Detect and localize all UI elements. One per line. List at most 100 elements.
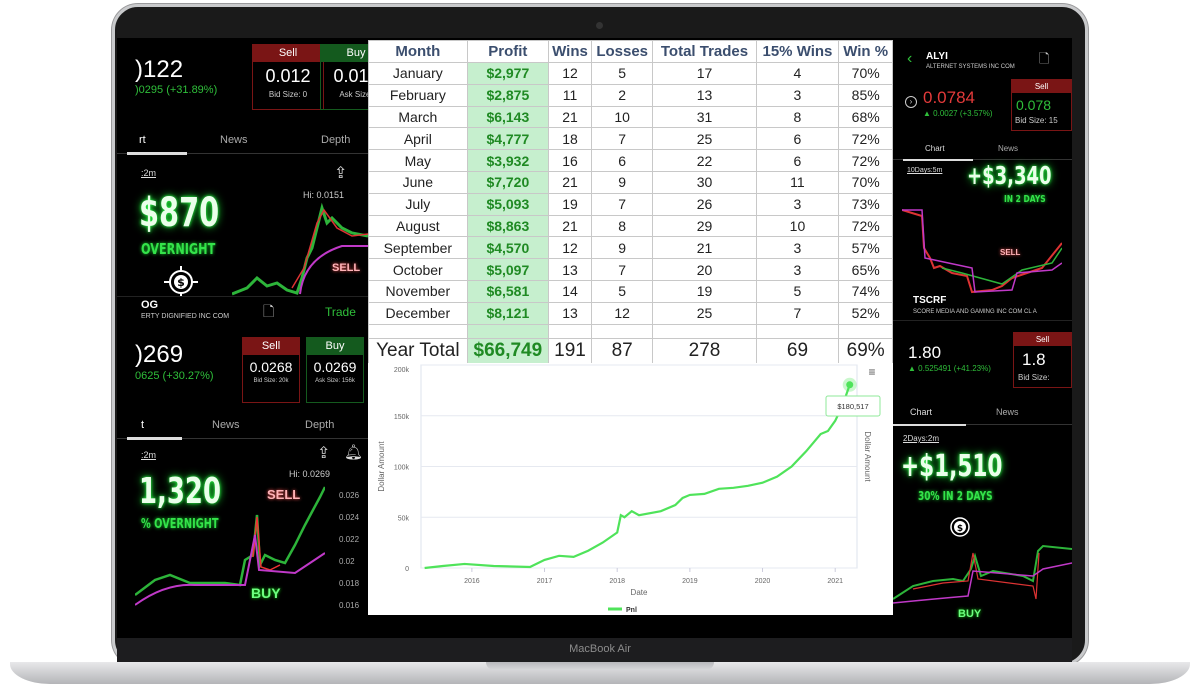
bid-price: 0.0268: [249, 359, 293, 375]
value-cell: 25: [652, 301, 757, 325]
value-cell: 20: [652, 258, 757, 281]
month-cell: January: [368, 62, 468, 85]
column-header: Month: [368, 40, 468, 63]
bid-size: Bid Size: 20k: [253, 378, 289, 384]
month-cell: Year Total: [368, 337, 468, 364]
value-cell: 72%: [838, 214, 893, 238]
candlestick-chart: [902, 209, 1062, 294]
tab-chart[interactable]: rt: [139, 134, 146, 146]
timeframe[interactable]: 2Days:2m: [903, 434, 940, 443]
pnl-chart-svg: 0 50k 100k 150k 200k 2016 2017 2018 2019 2020 2021…: [377, 364, 881, 614]
value-cell: 5: [590, 279, 654, 303]
ask-size: Ask Size: 156k: [315, 378, 355, 384]
tab-news[interactable]: News: [220, 134, 248, 146]
timeframe[interactable]: :2m: [141, 168, 157, 178]
spacer-row: [368, 323, 893, 339]
menu-icon: ≡: [868, 365, 875, 379]
laptop-base: [10, 662, 1190, 684]
tab-chart[interactable]: Chart: [925, 144, 945, 153]
tab-chart[interactable]: Chart: [910, 407, 933, 417]
buy-button[interactable]: Buy 0.0269 Ask Size: 156k: [306, 337, 364, 403]
device-label: MacBook Air: [569, 643, 631, 655]
tab-indicator: [903, 159, 973, 161]
profit-cell: $4,570: [466, 236, 550, 260]
y-tick-label: 0: [405, 566, 409, 573]
price: )122: [135, 56, 184, 83]
column-header: Win %: [838, 40, 893, 63]
value-cell: 31: [652, 105, 757, 129]
tab-depth[interactable]: Depth: [305, 419, 335, 431]
y-tick-label: 200k: [394, 367, 410, 374]
value-cell: 10: [755, 214, 840, 238]
svg-text:$: $: [957, 524, 963, 534]
price-change: 0625 (+30.27%): [135, 370, 214, 382]
value-cell: 22: [652, 149, 757, 172]
profit-subtitle: IN 2 DAYS: [1004, 194, 1046, 205]
ticker: OG: [141, 299, 159, 311]
expand-chevron-icon[interactable]: ›: [905, 96, 917, 108]
column-header: Total Trades: [652, 40, 757, 63]
timeframe[interactable]: :2m: [141, 450, 157, 460]
tab-depth[interactable]: Depth: [321, 134, 351, 146]
document-icon[interactable]: 🗋: [1039, 51, 1050, 66]
value-cell: 25: [652, 127, 757, 151]
buy-button[interactable]: Buy 0.012 Ask Size:: [320, 44, 368, 110]
tooltip-text: $180,517: [837, 402, 868, 411]
sell-button[interactable]: Sell 0.0268 Bid Size: 20k: [242, 337, 300, 403]
axis-tick: 0.016: [339, 601, 360, 610]
value-cell: 8: [590, 214, 654, 238]
empty-cell: [590, 323, 654, 339]
trade-button[interactable]: Trade: [325, 305, 356, 319]
value-cell: 29: [652, 214, 757, 238]
monthly-profit-table: Month Profit Wins Losses Total Trades 15% Win…: [368, 40, 893, 364]
company-name: ERTY DIGNIFIED INC COM: [141, 313, 230, 320]
profit-overlay: +$3,340: [967, 161, 1052, 190]
value-cell: 6: [590, 149, 654, 172]
value-cell: 16: [548, 149, 592, 172]
timeframe[interactable]: 10Days:5m: [907, 167, 943, 174]
tab-chart[interactable]: t: [141, 419, 145, 431]
bell-plus-icon[interactable]: 🔔︎: [344, 444, 364, 461]
axis-tick: 0.018: [339, 579, 360, 588]
value-cell: 72%: [838, 149, 893, 172]
value-cell: 26: [652, 192, 757, 216]
bid-price: 1.8: [1022, 350, 1046, 369]
laptop-notch: [486, 662, 714, 670]
profit-cell: $2,875: [466, 83, 550, 107]
price-change: )0295 (+31.89%): [135, 84, 218, 96]
share-icon[interactable]: ⇪: [334, 165, 348, 182]
value-cell: 73%: [838, 192, 893, 216]
bid-price: 0.078: [1016, 97, 1052, 113]
share-icon[interactable]: ⇪: [317, 445, 331, 462]
column-header: 15% Wins: [755, 40, 840, 63]
empty-cell: [368, 323, 468, 339]
sell-button[interactable]: Sell 0.012 Bid Size: 0: [252, 44, 324, 110]
profit-cell: $6,143: [466, 105, 550, 129]
tab-bar: Chart News: [893, 401, 1072, 426]
back-chevron-icon[interactable]: ‹: [907, 50, 913, 67]
x-axis-label: Date: [631, 588, 648, 597]
document-plus-icon[interactable]: 🗋: [263, 303, 275, 319]
month-cell: September: [368, 236, 468, 260]
month-cell: April: [368, 127, 468, 151]
price: 0.0784: [923, 88, 975, 107]
trading-panel-right-bottom: 1.80 ▲ 0.525491 (+41.23%) Sell 1.8 Bid Siz…: [893, 320, 1072, 638]
price: )269: [135, 341, 184, 368]
value-cell: 30: [652, 170, 757, 194]
value-cell: 68%: [838, 105, 893, 129]
target-dollar-icon: $: [950, 517, 970, 537]
tab-news[interactable]: News: [212, 419, 240, 431]
table-row: June $7,720 21 9 30 11 70%: [368, 170, 893, 194]
ask-price: 0.012: [333, 66, 368, 86]
sell-button[interactable]: Sell 0.078 Bid Size: 15: [1011, 79, 1072, 131]
tab-bar: t News Depth: [117, 413, 368, 440]
sell-marker: SELL: [332, 262, 361, 274]
profit-subtitle: % OVERNIGHT: [141, 517, 219, 532]
value-cell: 72%: [838, 127, 893, 151]
tab-indicator: [893, 424, 966, 426]
company-name: ALTERNET SYSTEMS INC COM: [926, 64, 1015, 70]
sell-button[interactable]: Sell 1.8 Bid Size:: [1013, 332, 1072, 388]
tab-news[interactable]: News: [998, 144, 1019, 153]
ticker: TSCRF: [913, 295, 947, 306]
tab-news[interactable]: News: [996, 407, 1019, 417]
